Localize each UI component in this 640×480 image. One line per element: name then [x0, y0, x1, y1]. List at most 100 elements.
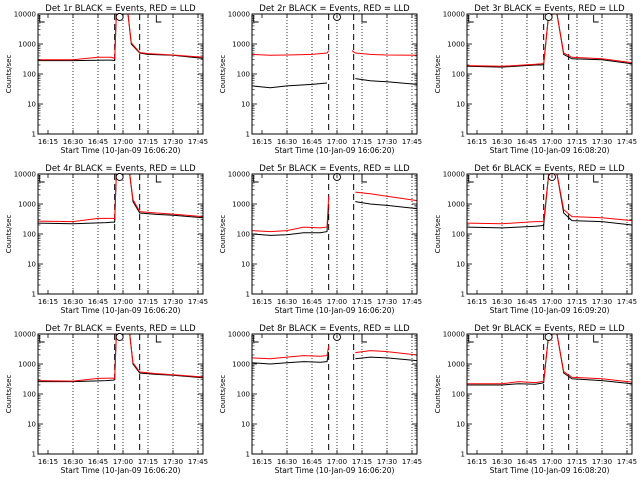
- y-tick-label: 1: [32, 131, 36, 139]
- x-tick-label: 17:15: [138, 458, 158, 466]
- orbit-marker: [544, 333, 553, 341]
- x-tick-label: 16:45: [88, 138, 108, 146]
- x-tick-label: 17:30: [592, 458, 612, 466]
- x-tick-label: 16:30: [63, 458, 83, 466]
- detector-panel: 1 10 100 1000 10000 16:15 16:30 16:45 17:00 17:15…: [434, 164, 637, 315]
- x-axis-label: Start Time (10-Jan-09 16:08:20): [490, 466, 610, 475]
- events-series-line: [252, 352, 417, 365]
- y-tick-label: 100: [23, 391, 36, 399]
- y-axis-label: Counts/sec: [5, 55, 13, 94]
- x-tick-label: 17:45: [188, 298, 208, 306]
- e-marker: [593, 15, 599, 23]
- y-tick-label: 10000: [14, 171, 36, 179]
- plot-frame: [466, 173, 633, 295]
- y-axis-label: Counts/sec: [434, 215, 442, 254]
- x-tick-label: 16:30: [492, 298, 512, 306]
- y-tick-label: 1000: [232, 41, 250, 49]
- lld-series-line: [38, 174, 203, 223]
- y-tick-label: 10000: [228, 11, 250, 19]
- x-tick-label: 17:00: [327, 458, 347, 466]
- x-tick-label: 17:30: [163, 298, 183, 306]
- y-tick-label: 10000: [443, 331, 465, 339]
- y-tick-label: 1: [246, 451, 250, 459]
- e-marker: [468, 335, 474, 343]
- panel-title: Det 4r BLACK = Events, RED = LLD: [45, 164, 196, 174]
- e-marker: [593, 175, 599, 183]
- x-tick-label: 16:30: [492, 138, 512, 146]
- e-marker: [468, 15, 474, 23]
- y-tick-label: 10000: [14, 331, 36, 339]
- x-axis-label: Start Time (10-Jan-09 16:08:20): [490, 146, 610, 155]
- e-marker: [361, 15, 367, 23]
- x-tick-label: 16:15: [38, 458, 58, 466]
- e-marker: [155, 335, 162, 343]
- x-tick-label: 16:30: [63, 298, 83, 306]
- panel-title: Det 5r BLACK = Events, RED = LLD: [259, 164, 410, 174]
- x-tick-label: 17:45: [617, 458, 637, 466]
- x-tick-label: 16:15: [252, 138, 272, 146]
- e-marker: [253, 15, 259, 23]
- x-tick-label: 16:15: [467, 298, 487, 306]
- y-tick-label: 10: [27, 421, 36, 429]
- events-series-line: [38, 334, 203, 383]
- y-tick-label: 10000: [14, 11, 36, 19]
- x-tick-label: 17:45: [188, 458, 208, 466]
- x-tick-label: 17:30: [377, 458, 397, 466]
- x-tick-label: 17:45: [402, 298, 422, 306]
- x-axis-label: Start Time (10-Jan-09 16:06:20): [61, 466, 181, 475]
- x-tick-label: 16:45: [517, 458, 537, 466]
- panel-title: Det 1r BLACK = Events, RED = LLD: [45, 4, 196, 14]
- y-tick-label: 100: [23, 231, 36, 239]
- y-tick-label: 1000: [447, 201, 465, 209]
- e-marker: [361, 335, 367, 343]
- x-tick-label: 17:00: [113, 458, 133, 466]
- y-axis-label: Counts/sec: [219, 215, 227, 254]
- y-tick-label: 10000: [228, 171, 250, 179]
- x-tick-label: 17:30: [163, 458, 183, 466]
- x-tick-label: 17:15: [352, 298, 372, 306]
- x-tick-label: 17:30: [163, 138, 183, 146]
- lld-series-line: [38, 334, 203, 382]
- y-tick-label: 100: [23, 71, 36, 79]
- x-tick-label: 16:15: [38, 298, 58, 306]
- lld-series-line: [252, 345, 417, 360]
- y-tick-label: 10000: [228, 331, 250, 339]
- y-tick-label: 1: [246, 131, 250, 139]
- detector-panel: 1 10 100 1000 10000 16:15 16:30 16:45 17:00 17:15…: [5, 164, 208, 315]
- y-tick-label: 10: [241, 101, 250, 109]
- x-tick-label: 16:15: [38, 138, 58, 146]
- x-tick-label: 16:45: [517, 298, 537, 306]
- y-tick-label: 1: [461, 451, 465, 459]
- events-series-line: [467, 14, 632, 68]
- e-marker: [39, 15, 45, 23]
- x-tick-label: 16:45: [302, 138, 322, 146]
- plot-frame: [466, 13, 633, 135]
- x-tick-label: 17:45: [617, 298, 637, 306]
- y-tick-label: 100: [452, 231, 465, 239]
- events-series-line: [38, 174, 203, 225]
- y-tick-label: 10: [241, 261, 250, 269]
- lld-series-line: [467, 334, 632, 385]
- plot-frame: [466, 333, 633, 455]
- x-tick-label: 17:15: [138, 298, 158, 306]
- plot-frame: [37, 13, 204, 135]
- y-axis-label: Counts/sec: [5, 215, 13, 254]
- x-tick-label: 17:00: [542, 298, 562, 306]
- y-axis-label: Counts/sec: [434, 375, 442, 414]
- x-tick-label: 17:15: [352, 458, 372, 466]
- orbit-marker: [544, 13, 553, 21]
- x-tick-label: 16:30: [63, 138, 83, 146]
- y-tick-label: 1000: [18, 41, 36, 49]
- y-tick-label: 1: [246, 291, 250, 299]
- panel-title: Det 9r BLACK = Events, RED = LLD: [474, 324, 625, 334]
- y-tick-label: 1000: [447, 41, 465, 49]
- y-tick-label: 1000: [18, 201, 36, 209]
- x-tick-label: 17:15: [567, 458, 587, 466]
- plot-frame: [251, 173, 418, 295]
- x-tick-label: 17:30: [592, 138, 612, 146]
- x-tick-label: 17:00: [542, 138, 562, 146]
- x-tick-label: 17:30: [377, 298, 397, 306]
- x-tick-label: 17:00: [113, 138, 133, 146]
- y-tick-label: 1: [461, 291, 465, 299]
- y-axis-label: Counts/sec: [219, 375, 227, 414]
